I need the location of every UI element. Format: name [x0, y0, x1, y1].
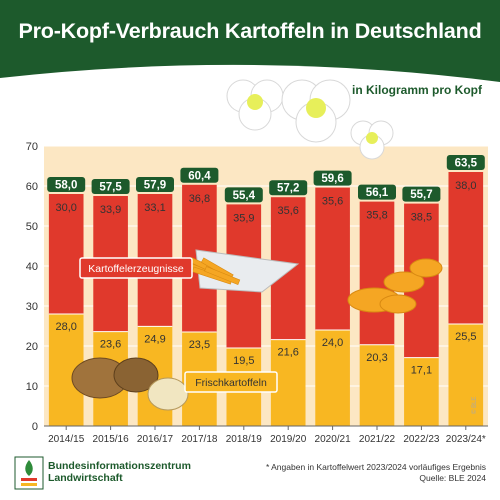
- total-badge: [446, 155, 485, 170]
- value-label-frischkartoffeln: 24,9: [144, 333, 165, 345]
- x-tick-label: 2021/22: [359, 434, 396, 445]
- value-label-frischkartoffeln: 23,6: [100, 339, 121, 351]
- total-label: 63,5: [455, 158, 478, 170]
- y-tick-label: 10: [26, 381, 38, 393]
- potato-flower-illustration: [226, 79, 394, 160]
- x-axis-labels: 2014/15 2015/16 2016/17 2017/18 2018/19 2019/…: [44, 425, 488, 445]
- organization-line2: Landwirtschaft: [48, 472, 123, 484]
- legend-kartoffelerzeugnisse: Kartoffelerzeugnisse: [79, 257, 193, 279]
- footnote: * Angaben in Kartoffelwert 2023/2024 vor…: [266, 462, 486, 484]
- x-tick-label: 2020/21: [315, 434, 352, 445]
- total-badge: [313, 170, 352, 186]
- value-label-frischkartoffeln: 19,5: [233, 355, 254, 367]
- bar-frischkartoffeln: [404, 357, 439, 426]
- total-badge: [180, 167, 219, 183]
- legend-frischkartoffeln: Frischkartoffeln: [184, 371, 278, 393]
- x-tick-label: 2019/20: [270, 434, 307, 445]
- total-badge: [402, 186, 441, 202]
- total-label: 60,4: [188, 170, 211, 182]
- y-tick-label: 30: [26, 301, 38, 313]
- bar-kartoffelerzeugnisse: [48, 194, 84, 314]
- value-label-kartoffelerzeugnisse: 33,1: [144, 202, 165, 214]
- value-label-kartoffelerzeugnisse: 35,6: [322, 196, 343, 208]
- value-label-frischkartoffeln: 20,3: [366, 352, 387, 364]
- value-label-kartoffelerzeugnisse: 38,0: [455, 180, 476, 192]
- legend-kartoffelerzeugnisse-label: Kartoffelerzeugnisse: [88, 263, 184, 275]
- value-label-frischkartoffeln: 21,6: [277, 347, 298, 359]
- value-label-kartoffelerzeugnisse: 35,8: [366, 210, 387, 222]
- x-tick-label: 2022/23: [403, 434, 440, 445]
- bar-frischkartoffeln: [448, 324, 484, 426]
- value-label-frischkartoffeln: 24,0: [322, 337, 343, 349]
- x-tick-label: 2016/17: [137, 434, 174, 445]
- y-axis-ticks: 0 10 20 30 40 50 60 70: [26, 141, 38, 433]
- total-label: 57,2: [277, 183, 299, 195]
- value-label-kartoffelerzeugnisse: 35,6: [277, 205, 298, 217]
- bar-frischkartoffeln: [359, 344, 395, 426]
- organization-name: Bundesinformationszentrum Landwirtschaft: [48, 460, 191, 484]
- watermark: © BLE: [471, 397, 478, 414]
- value-label-kartoffelerzeugnisse: 33,9: [100, 204, 121, 216]
- chart-title: Pro-Kopf-Verbrauch Kartoffeln in Deutsch…: [18, 19, 482, 43]
- y-tick-label: 20: [26, 341, 38, 353]
- x-tick-label: 2023/24*: [446, 434, 486, 445]
- total-badge: [47, 177, 86, 192]
- total-label: 58,0: [55, 180, 77, 192]
- x-tick-label: 2015/16: [93, 434, 130, 445]
- bar-frischkartoffeln: [315, 330, 350, 426]
- chips-illustration: [347, 258, 443, 314]
- y-tick-label: 60: [26, 181, 38, 193]
- y-tick-label: 70: [26, 141, 38, 153]
- y-tick-label: 0: [32, 421, 38, 433]
- x-tick-label: 2014/15: [48, 434, 85, 445]
- x-tick-label: 2017/18: [181, 434, 218, 445]
- value-label-frischkartoffeln: 17,1: [411, 365, 432, 377]
- value-label-kartoffelerzeugnisse: 36,8: [189, 193, 210, 205]
- header-curve: [0, 54, 500, 94]
- potatoes-illustration: [71, 357, 189, 411]
- value-label-frischkartoffeln: 28,0: [55, 321, 76, 333]
- value-label-kartoffelerzeugnisse: 38,5: [411, 212, 432, 224]
- y-tick-label: 40: [26, 261, 38, 273]
- value-label-kartoffelerzeugnisse: 35,9: [233, 212, 254, 224]
- footnote-source: Quelle: BLE 2024: [419, 473, 486, 483]
- value-label-frischkartoffeln: 23,5: [189, 339, 210, 351]
- total-badge: [91, 179, 130, 194]
- bar-kartoffelerzeugnisse: [315, 187, 350, 330]
- total-badge: [136, 177, 174, 192]
- total-badge: [224, 187, 263, 203]
- bar-kartoffelerzeugnisse: [359, 201, 395, 345]
- x-tick-label: 2018/19: [226, 434, 263, 445]
- footnote-note: * Angaben in Kartoffelwert 2023/2024 vor…: [265, 462, 486, 472]
- total-badge: [358, 184, 396, 200]
- unit-label: in Kilogramm pro Kopf: [352, 83, 482, 97]
- fries-illustration: [182, 249, 300, 293]
- organization-line1: Bundesinformationszentrum: [48, 460, 191, 472]
- bars: 28,0 30,0 58,0 23,6 33,9 57,5 24,9 33,1 57,9 23,5…: [47, 155, 485, 426]
- value-label-frischkartoffeln: 25,5: [455, 331, 476, 343]
- total-label: 55,4: [233, 190, 256, 202]
- total-label: 57,9: [144, 180, 166, 192]
- value-label-kartoffelerzeugnisse: 30,0: [55, 202, 76, 214]
- total-label: 56,1: [366, 187, 389, 199]
- ble-logo-icon: [14, 456, 44, 490]
- legend-frischkartoffeln-label: Frischkartoffeln: [195, 377, 267, 389]
- total-label: 57,5: [99, 182, 122, 194]
- total-label: 59,6: [321, 173, 343, 185]
- y-tick-label: 50: [26, 221, 38, 233]
- total-badge: [269, 180, 308, 196]
- total-label: 55,7: [410, 189, 432, 201]
- bar-kartoffelerzeugnisse: [448, 172, 484, 324]
